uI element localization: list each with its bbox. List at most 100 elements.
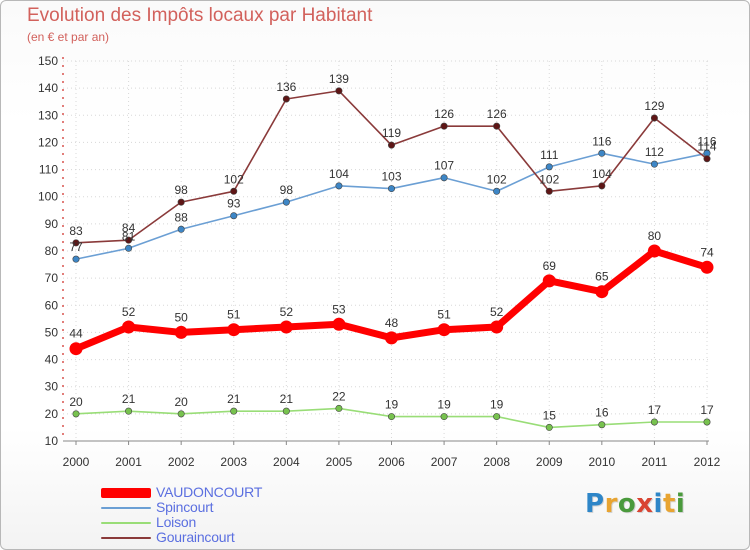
data-label-spincourt: 98 <box>280 183 294 197</box>
data-label-spincourt: 116 <box>697 134 716 148</box>
data-label-loison: 19 <box>490 398 504 412</box>
data-point-gouraincourt <box>650 114 658 122</box>
legend-swatch <box>101 521 151 524</box>
logo-letter: t <box>662 489 676 519</box>
data-label-vaudoncourt: 52 <box>280 305 294 319</box>
x-tick-label: 2009 <box>536 455 563 469</box>
data-point-loison <box>703 418 711 426</box>
data-label-gouraincourt: 98 <box>174 183 188 197</box>
data-point-vaudoncourt <box>174 325 188 339</box>
data-label-gouraincourt: 84 <box>122 221 136 235</box>
y-tick-label: 20 <box>45 407 59 421</box>
data-point-loison <box>440 413 448 421</box>
data-point-vaudoncourt <box>647 244 661 258</box>
x-tick-label: 2002 <box>168 455 195 469</box>
data-point-vaudoncourt <box>122 320 136 334</box>
data-point-vaudoncourt <box>69 342 83 356</box>
logo-letter: r <box>604 489 618 519</box>
data-label-loison: 21 <box>122 392 136 406</box>
data-label-spincourt: 107 <box>434 159 454 173</box>
y-tick-label: 140 <box>38 81 58 95</box>
data-label-vaudoncourt: 51 <box>437 308 451 322</box>
y-tick-label: 50 <box>45 325 59 339</box>
data-label-spincourt: 102 <box>487 172 507 186</box>
data-point-gouraincourt <box>177 198 185 206</box>
y-tick-label: 110 <box>39 163 58 177</box>
data-point-loison <box>387 413 395 421</box>
data-point-spincourt <box>72 255 80 263</box>
data-point-loison <box>650 418 658 426</box>
data-point-gouraincourt <box>72 239 80 247</box>
data-label-spincourt: 112 <box>645 145 664 159</box>
logo-letter: i <box>675 489 686 519</box>
data-point-spincourt <box>125 244 133 252</box>
logo-letter: P <box>585 489 605 519</box>
gridlines <box>63 60 709 442</box>
y-tick-label: 150 <box>38 54 58 68</box>
data-point-vaudoncourt <box>542 274 556 288</box>
data-point-gouraincourt <box>598 182 606 190</box>
data-label-vaudoncourt: 74 <box>700 245 714 259</box>
data-label-spincourt: 88 <box>174 210 188 224</box>
chart-subtitle: (en € et par an) <box>27 30 110 44</box>
data-label-vaudoncourt: 52 <box>490 305 504 319</box>
data-label-gouraincourt: 139 <box>329 72 349 86</box>
data-label-gouraincourt: 126 <box>487 107 507 121</box>
data-point-gouraincourt <box>703 155 711 163</box>
data-point-loison <box>493 413 501 421</box>
data-point-spincourt <box>335 182 343 190</box>
data-label-loison: 21 <box>280 392 294 406</box>
data-point-gouraincourt <box>493 122 501 130</box>
data-label-spincourt: 116 <box>592 134 611 148</box>
data-point-loison <box>230 407 238 415</box>
data-label-vaudoncourt: 44 <box>69 327 83 341</box>
legend-item: VAUDONCOURT <box>101 485 262 500</box>
logo-letter: x <box>636 489 654 519</box>
data-label-spincourt: 104 <box>329 167 349 181</box>
data-label-gouraincourt: 126 <box>434 107 454 121</box>
y-tick-label: 70 <box>45 271 59 285</box>
data-label-loison: 17 <box>648 403 662 417</box>
data-labels: 77 81 88 93 98 104 103 107 102 111 116 112 116 20 21 20… <box>69 72 717 423</box>
data-label-loison: 20 <box>174 395 188 409</box>
data-label-loison: 19 <box>437 398 451 412</box>
data-label-gouraincourt: 104 <box>592 167 612 181</box>
series-vaudoncourt <box>69 244 714 356</box>
legend-label: Gouraincourt <box>156 529 235 545</box>
data-point-gouraincourt <box>125 236 133 244</box>
series-loison <box>72 404 711 431</box>
x-tick-label: 2006 <box>378 455 405 469</box>
x-tick-label: 2001 <box>115 455 142 469</box>
logo-letter: i <box>653 489 663 519</box>
data-point-gouraincourt <box>282 95 290 103</box>
data-label-vaudoncourt: 53 <box>332 302 346 316</box>
data-label-gouraincourt: 102 <box>224 172 244 186</box>
data-label-gouraincourt: 119 <box>382 126 401 140</box>
legend-label: Loison <box>156 514 197 530</box>
x-tick-label: 2010 <box>588 455 615 469</box>
data-label-gouraincourt: 102 <box>539 172 559 186</box>
x-tick-label: 2011 <box>642 455 668 469</box>
data-point-loison <box>282 407 290 415</box>
y-tick-label: 40 <box>45 353 59 367</box>
y-tick-label: 130 <box>38 108 58 122</box>
y-tick-label: 10 <box>45 434 59 448</box>
proxiti-logo: Proxiti <box>585 489 685 519</box>
legend-item: Spincourt <box>101 500 262 515</box>
legend: VAUDONCOURT Spincourt Loison Gouraincourt <box>101 485 262 545</box>
legend-item: Loison <box>101 515 262 530</box>
y-tick-label: 120 <box>38 135 58 149</box>
chart-title: Evolution des Impôts locaux par Habitant <box>27 5 373 26</box>
data-point-spincourt <box>493 187 501 195</box>
data-point-vaudoncourt <box>279 320 293 334</box>
x-tick-label: 2007 <box>431 455 458 469</box>
data-label-gouraincourt: 129 <box>644 99 664 113</box>
data-point-gouraincourt <box>545 187 553 195</box>
data-label-gouraincourt: 114 <box>697 140 716 154</box>
data-point-gouraincourt <box>335 87 343 95</box>
data-label-gouraincourt: 136 <box>276 80 296 94</box>
data-point-spincourt <box>230 212 238 220</box>
data-point-vaudoncourt <box>490 320 504 334</box>
